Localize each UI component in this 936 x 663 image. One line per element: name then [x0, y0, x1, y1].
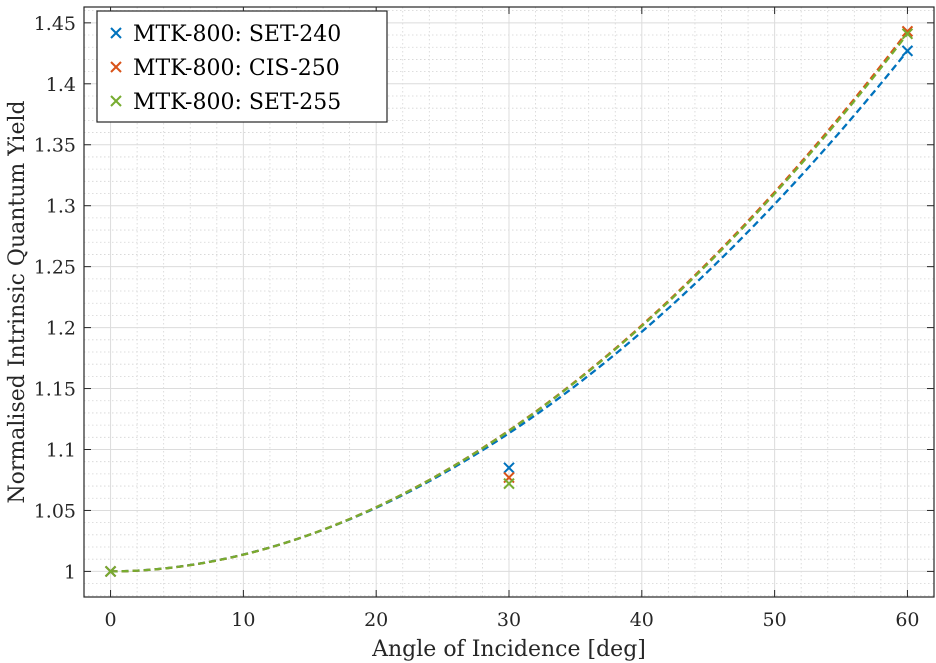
y-tick-label: 1.45 — [34, 13, 76, 35]
x-tick-label: 60 — [895, 609, 919, 631]
data-point — [901, 28, 914, 40]
y-tick-label: 1.4 — [46, 74, 76, 96]
x-tick-label: 40 — [630, 609, 654, 631]
x-axis-ticks: 0 10 20 30 40 50 60 — [105, 7, 920, 631]
y-tick-label: 1.05 — [34, 500, 76, 522]
fit-line — [110, 33, 909, 573]
legend-marker — [110, 27, 122, 39]
legend-item: MTK-800: SET-240 — [110, 22, 341, 47]
x-axis-label: Angle of Incidence [deg] — [371, 637, 646, 662]
legend-label: MTK-800: SET-240 — [133, 22, 341, 47]
fit-curves — [110, 30, 909, 573]
y-tick-label: 1 — [64, 561, 76, 583]
data-point — [901, 25, 914, 38]
legend-label: MTK-800: SET-255 — [133, 90, 341, 115]
x-tick-label: 10 — [231, 609, 255, 631]
x-tick-label: 0 — [105, 609, 117, 631]
legend-item: MTK-800: SET-255 — [110, 90, 341, 115]
y-tick-label: 1.35 — [34, 135, 76, 157]
x-tick-label: 30 — [497, 609, 521, 631]
y-axis-label: Normalised Intrinsic Quantum Yield — [5, 100, 30, 503]
major-grid — [84, 7, 934, 597]
legend-marker — [110, 95, 122, 107]
legend-item: MTK-800: CIS-250 — [110, 56, 340, 81]
y-tick-label: 1.3 — [46, 196, 76, 218]
y-tick-label: 1.1 — [46, 440, 76, 462]
y-tick-label: 1.25 — [34, 257, 76, 279]
y-tick-label: 1.2 — [46, 318, 76, 340]
data-point — [503, 477, 515, 490]
legend-box — [96, 10, 388, 123]
data-point — [901, 45, 914, 57]
x-tick-label: 50 — [763, 609, 787, 631]
data-point — [503, 462, 515, 474]
y-tick-label: 1.15 — [34, 379, 76, 401]
legend-marker — [110, 61, 122, 73]
x-tick-label: 20 — [364, 609, 388, 631]
data-markers — [104, 25, 914, 578]
legend-label: MTK-800: CIS-250 — [133, 56, 340, 81]
y-axis-ticks: 1 1.05 1.1 1.15 1.2 1.25 1.3 1.35 1.4 1.45 — [34, 13, 934, 583]
data-point — [104, 565, 117, 578]
legend: MTK-800: SET-240 MTK-800: CIS-250 MTK-800:… — [96, 10, 388, 123]
